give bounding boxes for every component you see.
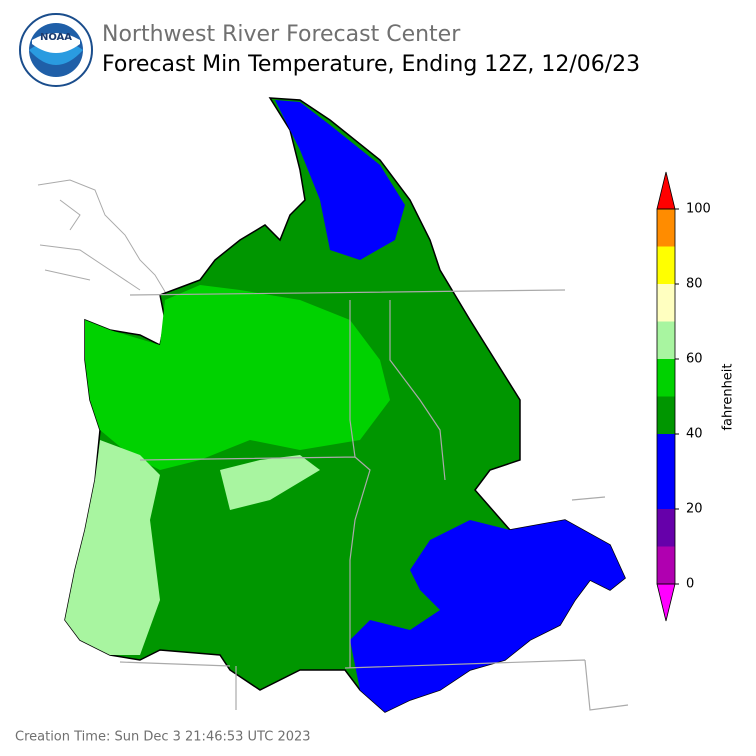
colorbar-over bbox=[656, 171, 676, 210]
colorbar-segment bbox=[657, 546, 675, 584]
colorbar: 0 20 40 60 80 100 bbox=[656, 171, 711, 622]
colorbar-segment bbox=[657, 284, 675, 322]
colorbar-tick-label: 80 bbox=[686, 277, 703, 292]
title: Northwest River Forecast Center bbox=[102, 22, 461, 47]
logo-text: NOAA bbox=[40, 32, 72, 43]
creation-time: Creation Time: Sun Dec 3 21:46:53 UTC 20… bbox=[15, 730, 311, 745]
colorbar-tick-label: 0 bbox=[686, 577, 694, 592]
colorbar-segment bbox=[657, 321, 675, 359]
colorbar-tick-label: 100 bbox=[686, 202, 711, 217]
colorbar-segment bbox=[657, 209, 675, 247]
colorbar-label: fahrenheit bbox=[721, 363, 736, 430]
colorbar-segment bbox=[657, 246, 675, 284]
region-20-30 bbox=[275, 100, 405, 260]
colorbar-tick-label: 40 bbox=[686, 427, 703, 442]
noaa-logo: NOAA bbox=[19, 13, 93, 87]
colorbar-tick-label: 60 bbox=[686, 352, 703, 367]
region-40-50 bbox=[85, 285, 390, 470]
colorbar-segment bbox=[657, 434, 675, 472]
colorbar-segment bbox=[657, 359, 675, 397]
colorbar-frame bbox=[656, 208, 676, 585]
colorbar-segment bbox=[657, 471, 675, 509]
colorbar-segment bbox=[657, 509, 675, 547]
region-20-30 bbox=[350, 520, 625, 712]
colorbar-under bbox=[656, 583, 676, 622]
region-50-60 bbox=[220, 455, 320, 510]
colorbar-segment bbox=[657, 396, 675, 434]
colorbar-tick-label: 20 bbox=[686, 502, 703, 517]
subtitle: Forecast Min Temperature, Ending 12Z, 12… bbox=[102, 52, 640, 77]
region-50-60 bbox=[65, 440, 160, 655]
map bbox=[37, 97, 629, 713]
